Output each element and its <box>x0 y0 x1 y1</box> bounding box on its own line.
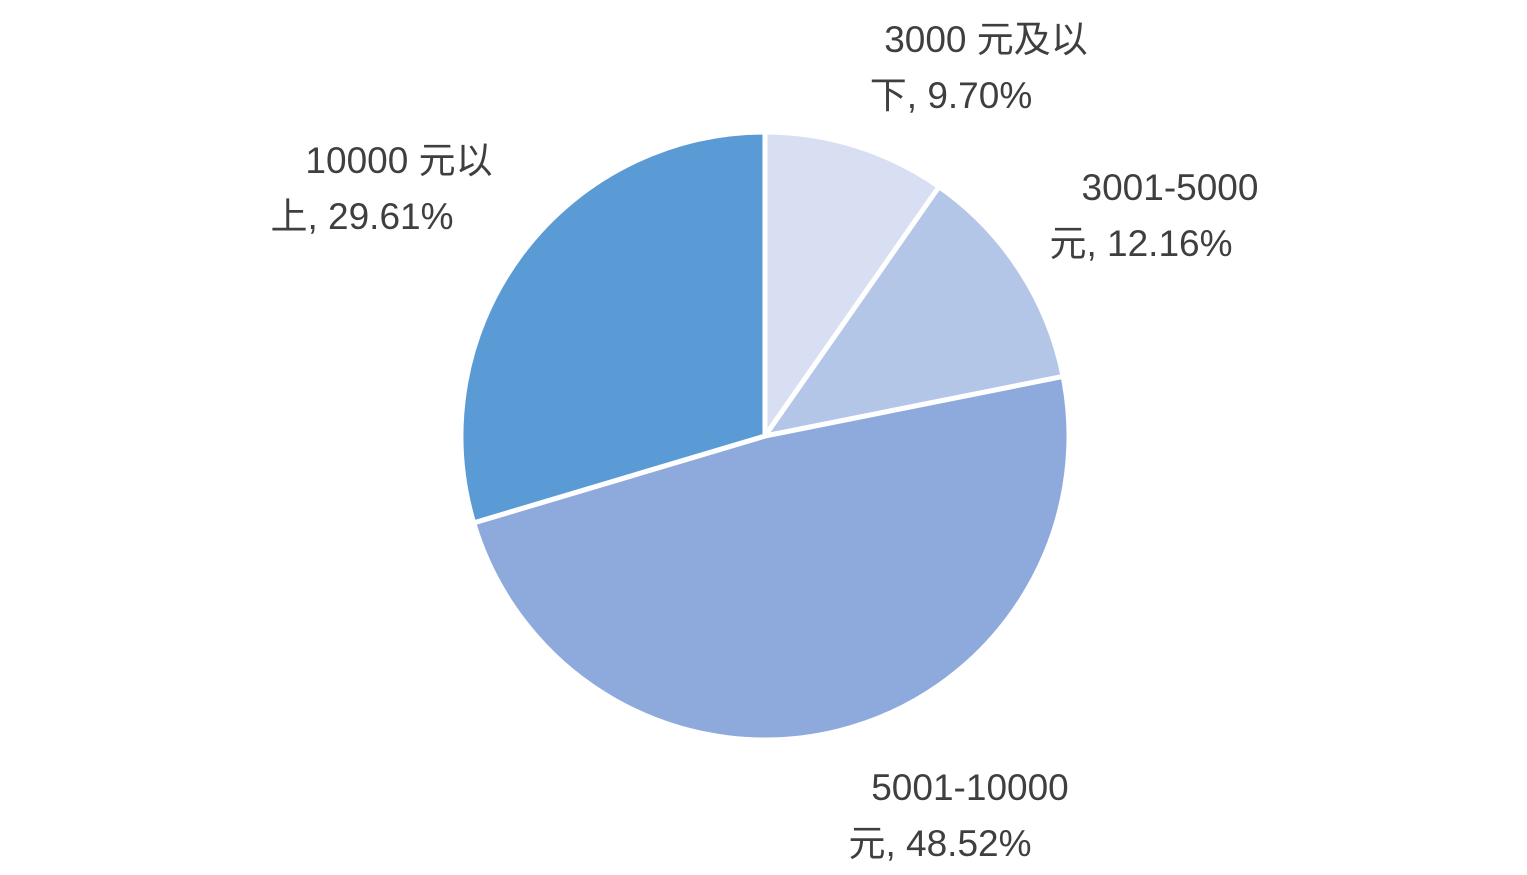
slice-label-3000-and-below-line1: 3000 元及以 <box>884 19 1088 60</box>
slice-label-5001-10000-line1: 5001-10000 <box>871 767 1069 808</box>
pie-slice-0 <box>762 129 942 439</box>
pie-slice-1 <box>762 184 1066 439</box>
pie-slice-3 <box>458 129 768 526</box>
slice-label-5001-10000-line2: 元, 48.52% <box>848 823 1032 864</box>
slice-label-10000-above-line2: 上, 29.61% <box>270 196 454 237</box>
slice-label-10000-above-line1: 10000 元以 <box>305 140 493 181</box>
slice-label-3001-5000-line1: 3001-5000 <box>1081 167 1259 208</box>
slice-label-3000-and-below-line2: 下, 9.70% <box>869 75 1033 116</box>
pie-slice-2 <box>471 373 1072 743</box>
slice-label-3001-5000-line2: 元, 12.16% <box>1049 223 1233 264</box>
